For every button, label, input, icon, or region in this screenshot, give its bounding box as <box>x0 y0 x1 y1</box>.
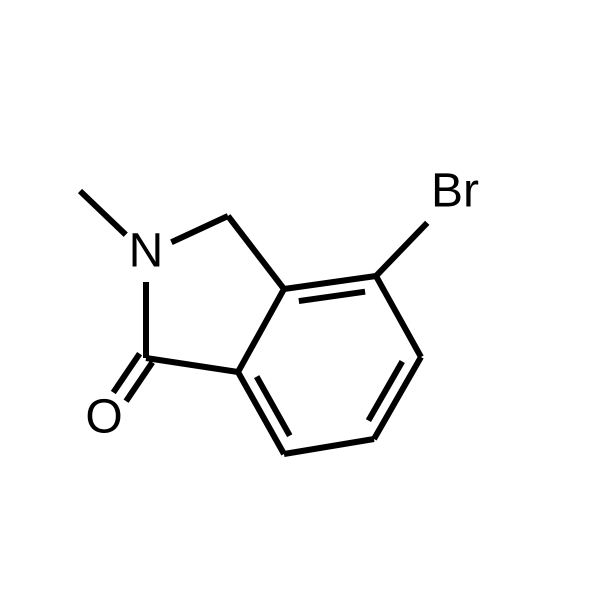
molecule-diagram: N O Br <box>0 0 600 600</box>
atom-N6: N <box>129 225 164 278</box>
atom-O: O <box>85 391 122 444</box>
atom-Br: Br <box>431 165 479 218</box>
